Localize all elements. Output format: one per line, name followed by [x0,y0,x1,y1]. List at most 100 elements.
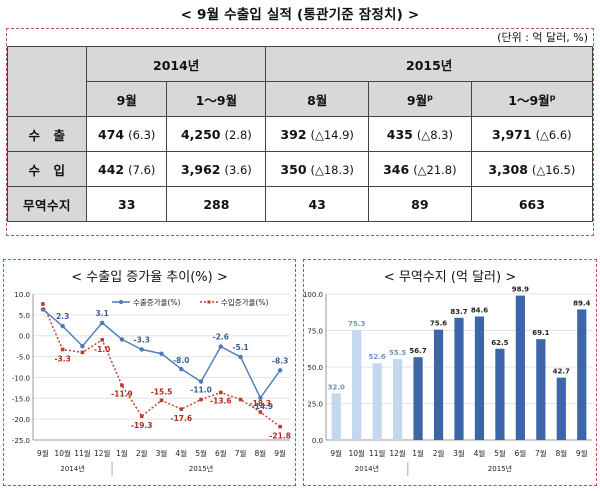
y-tick-label: -5.0 [16,354,30,362]
table-cell: 89 [368,186,472,222]
growth-chart-panel [3,259,296,486]
data-label: -14.9 [252,402,274,411]
table-cell: 474 (6.3) [85,116,168,152]
data-point [60,347,65,352]
col-header: 9월p [368,81,472,117]
legend-label: 수출증가율(%) [133,297,181,307]
x-tick-label: 2월 [433,448,445,458]
data-label: 89.4 [573,299,590,307]
data-label: -13.6 [210,396,232,405]
data-label: 62.5 [491,339,508,347]
y-tick-label: 10.0 [14,291,30,299]
data-label: 42.7 [553,368,570,376]
data-label: -8.0 [173,356,189,365]
corner-cell [7,46,87,117]
page-title: < 9월 수출입 실적 (통관기준 잠정치) > [180,7,420,23]
col-header: 1～9월 [166,81,267,117]
data-point [99,320,105,325]
data-point [80,343,85,349]
bar [556,377,566,440]
group-label: 2014년 [355,464,379,473]
table-cell: 346 (△21.8) [368,151,472,187]
x-tick-label: 2월 [136,448,148,458]
row-label: 수 입 [7,151,87,187]
table-cell: 3,971 (△6.6) [470,116,594,152]
data-point [219,390,223,395]
data-label: 52.6 [369,353,386,361]
data-label: 75.6 [430,320,447,328]
data-label: -11.9 [111,389,133,398]
legend-marker [207,300,211,304]
year-2014-header: 2014년 [85,46,267,82]
data-point [277,368,283,373]
y-tick-label: 75.0 [307,328,323,336]
data-point [119,337,125,342]
y-tick-label: 25.0 [307,401,323,409]
x-tick-label: 9월 [330,448,342,458]
table-cell: 3,308 (△16.5) [470,151,594,187]
bar [536,339,546,440]
data-label: -3.3 [54,354,70,363]
data-point [218,344,224,349]
x-tick-label: 6월 [215,448,227,458]
data-label: -19.3 [131,421,153,430]
table-row-import: 수 입 442 (7.6) 3,962 (3.6) 350 (△18.3) 34… [7,151,594,187]
data-point [159,398,164,403]
x-tick-label: 9월 [37,448,49,458]
data-label: 55.5 [389,349,406,357]
data-point [258,395,263,401]
y-tick-label: -20.0 [12,416,30,424]
data-point [258,410,263,414]
data-point [139,347,144,352]
data-label: -1.0 [94,345,110,354]
bar [393,358,403,440]
table-row-export: 수 출 474 (6.3) 4,250 (2.8) 392 (△14.9) 43… [7,116,594,152]
data-label: 75.3 [348,320,365,328]
y-tick-label: 5.0 [19,312,30,320]
table-row-balance: 무역수지 33 288 43 89 663 [7,186,594,222]
data-label: -5.1 [232,343,248,352]
data-label: 69.1 [532,329,549,337]
y-tick-label: 0.0 [312,437,323,445]
x-tick-label: 7월 [535,448,547,458]
legend-label: 수입증가율(%) [221,298,269,307]
x-tick-label: 9월 [274,448,286,458]
table-frame [6,28,594,236]
x-tick-label: 1월 [116,448,128,458]
table-cell: 663 [470,186,594,222]
data-label: -21.8 [269,432,291,441]
data-point [179,366,184,372]
x-tick-label: 7월 [235,448,247,458]
y-tick-label: 100.0 [303,291,323,299]
y-tick-label: -10.0 [12,374,30,382]
table-cell: 4,250 (2.8) [166,116,267,152]
table-cell: 33 [85,186,168,222]
legend-marker [119,300,123,304]
data-label: 32.0 [328,383,345,391]
data-label: 98.9 [512,286,529,294]
data-point [198,379,204,384]
bar [474,316,485,440]
data-label: -18.3 [250,399,272,408]
bar [413,357,423,440]
data-label: 2.3 [56,312,69,321]
bar [515,295,525,440]
bar [577,309,587,440]
balance-chart-title: < 무역수지 (억 달러) > [383,270,517,285]
trade-table: 2014년 2015년 9월 1～9월 8월 9월p 1～9월p 수 출 474… [7,46,594,222]
bar [352,330,362,440]
x-tick-label: 9월 [576,448,588,458]
x-tick-label: 12월 [94,448,111,458]
x-tick-label: 8월 [555,448,567,458]
data-label: 56.7 [409,347,426,355]
y-tick-label: -25.0 [12,437,30,445]
x-tick-label: 6월 [515,448,527,458]
x-tick-label: 5월 [195,448,207,458]
bar [433,329,444,440]
x-tick-label: 10월 [54,448,71,458]
data-point [139,414,144,419]
bar [454,317,464,440]
table-cell: 43 [265,186,370,222]
data-point [278,424,282,429]
